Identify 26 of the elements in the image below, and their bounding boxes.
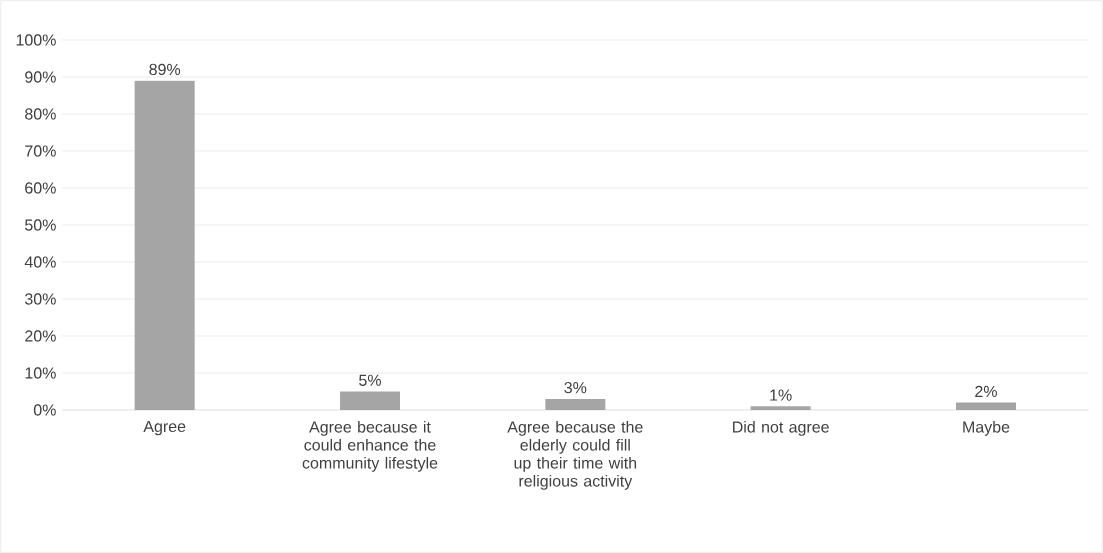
y-tick-label: 70% [25, 145, 56, 157]
y-tick-label: 60% [25, 182, 56, 194]
y-tick-label: 100% [16, 34, 56, 46]
y-tick-label: 0% [33, 404, 56, 416]
x-tick-label: Agree because it could enhance the community lifestyle [302, 420, 438, 472]
data-label: 89% [149, 63, 181, 76]
y-tick-label: 90% [25, 71, 56, 83]
x-tick-label: Agree [143, 420, 186, 436]
y-tick-label: 20% [25, 330, 56, 342]
x-tick-label: Agree because the elderly could fill up their time with religious activity [507, 420, 643, 490]
bar [750, 406, 811, 410]
y-tick-label: 80% [25, 108, 56, 120]
bar [134, 80, 195, 410]
y-tick-label: 30% [25, 293, 56, 305]
data-label: 2% [975, 385, 997, 397]
y-tick-label: 40% [24, 256, 56, 268]
bar [340, 391, 401, 410]
bar [545, 398, 606, 410]
bar [956, 402, 1016, 410]
y-tick-label: 50% [25, 219, 56, 231]
data-label: 3% [564, 381, 587, 394]
x-tick-label: Maybe [963, 420, 1010, 436]
x-tick-label: Did not agree [733, 420, 829, 436]
data-label: 1% [770, 389, 792, 401]
y-tick-label: 10% [25, 367, 56, 379]
data-label: 5% [359, 374, 381, 386]
